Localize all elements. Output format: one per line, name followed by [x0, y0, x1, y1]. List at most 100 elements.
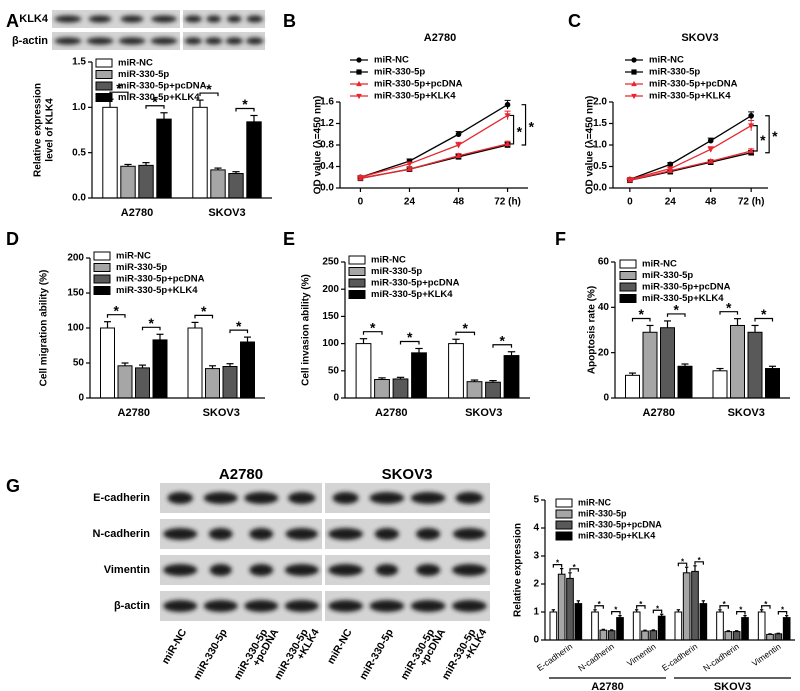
significance-bracket — [765, 115, 770, 154]
marker — [504, 101, 511, 108]
significance-bracket — [677, 562, 688, 567]
bar — [485, 381, 501, 399]
legend-label: miR-NC — [371, 255, 406, 266]
legend-swatch — [619, 259, 637, 269]
significance-bracket — [194, 314, 214, 319]
significance-bracket — [521, 104, 527, 146]
x-tick-label: 0 — [358, 197, 364, 208]
significance-bracket — [694, 561, 704, 565]
error-bar — [735, 630, 739, 632]
error-bar — [629, 372, 636, 376]
marker — [667, 161, 674, 168]
bar — [616, 617, 624, 641]
legend-swatch — [348, 278, 366, 288]
legend-marker — [631, 93, 637, 100]
significance-label: * — [761, 306, 767, 322]
y-axis-label: Relative expression — [33, 83, 44, 177]
significance-bracket — [552, 564, 563, 568]
bar — [117, 365, 133, 399]
bar — [240, 341, 255, 399]
bar — [135, 367, 150, 399]
y-tick-label: 0 — [78, 393, 84, 404]
blot-band — [163, 600, 198, 612]
error-bar — [139, 364, 146, 368]
legend-label: miR-NC — [642, 259, 677, 270]
legend-label: miR-NC — [374, 55, 409, 66]
panel-label: G — [6, 476, 20, 496]
legend-label: miR-330-5p+pcDNA — [116, 274, 205, 285]
bar — [557, 573, 566, 641]
blot-band — [206, 15, 222, 23]
legend-marker — [631, 57, 637, 63]
line — [360, 144, 508, 179]
blot-band — [452, 564, 487, 576]
marker — [406, 165, 413, 172]
bar — [374, 379, 390, 399]
panel-label: D — [6, 229, 19, 249]
bar — [392, 378, 409, 399]
error-bar — [601, 628, 605, 631]
blot-band — [226, 15, 242, 23]
y-tick-label: 150 — [322, 311, 339, 322]
marker — [748, 123, 755, 130]
significance-label: * — [116, 80, 122, 96]
blot-band — [415, 564, 441, 576]
error-bar — [743, 615, 747, 618]
significance-label: * — [639, 600, 643, 609]
legend-swatch — [555, 531, 573, 541]
blot-band — [328, 528, 363, 540]
bar — [782, 617, 791, 641]
marker — [748, 147, 755, 154]
marker — [748, 112, 754, 119]
significance-label: * — [517, 123, 523, 139]
error-bar — [726, 630, 730, 632]
bar — [448, 343, 464, 399]
line — [360, 104, 508, 178]
y-tick-label: 0.5 — [593, 161, 607, 172]
significance-label: * — [739, 606, 743, 615]
marker — [626, 177, 633, 183]
y-axis-label: Apoptosis rate (%) — [587, 286, 598, 374]
y-tick-label: 1.5 — [593, 118, 607, 129]
y-tick-label: 20 — [598, 347, 610, 358]
x-tick-label: E-cadherin — [660, 641, 700, 673]
bar — [411, 352, 427, 399]
y-tick-label: 0.0 — [593, 183, 607, 194]
legend-label: miR-330-5p+KLK4 — [649, 91, 731, 102]
legend-marker — [356, 57, 362, 63]
marker — [504, 140, 511, 147]
y-axis-label: Cell migration ability (%) — [39, 270, 50, 387]
bar — [641, 630, 649, 641]
significance-label: * — [726, 299, 732, 315]
legend-swatch — [95, 93, 113, 102]
error-bar — [226, 363, 234, 367]
error-bar — [121, 362, 129, 366]
bar — [649, 630, 658, 641]
significance-bracket — [199, 92, 219, 97]
group-label: SKOV3 — [714, 681, 751, 691]
significance-bracket — [652, 609, 663, 614]
significance-bracket — [594, 605, 604, 609]
legend-marker — [356, 93, 362, 100]
blot-band — [410, 492, 446, 504]
blot-band — [163, 564, 198, 576]
error-bar — [681, 363, 689, 367]
blot-row-label: E-cadherin — [93, 492, 150, 504]
error-bar — [643, 629, 647, 632]
marker — [455, 142, 462, 149]
x-tick-label: 72 (h) — [738, 197, 765, 208]
error-bar — [452, 338, 460, 344]
blot-band — [284, 564, 319, 576]
bar — [152, 339, 168, 399]
significance-bracket — [362, 331, 383, 335]
legend-label: miR-330-5p+KLK4 — [118, 92, 200, 103]
significance-label: * — [698, 556, 702, 565]
error-bar — [701, 600, 705, 604]
blot-group-label: SKOV3 — [382, 466, 433, 483]
blot-band — [88, 15, 112, 23]
blot-band — [184, 15, 202, 23]
legend-label: miR-NC — [578, 497, 611, 507]
error-bar — [396, 376, 405, 379]
y-tick-label: 200 — [67, 253, 84, 264]
line — [629, 150, 752, 181]
